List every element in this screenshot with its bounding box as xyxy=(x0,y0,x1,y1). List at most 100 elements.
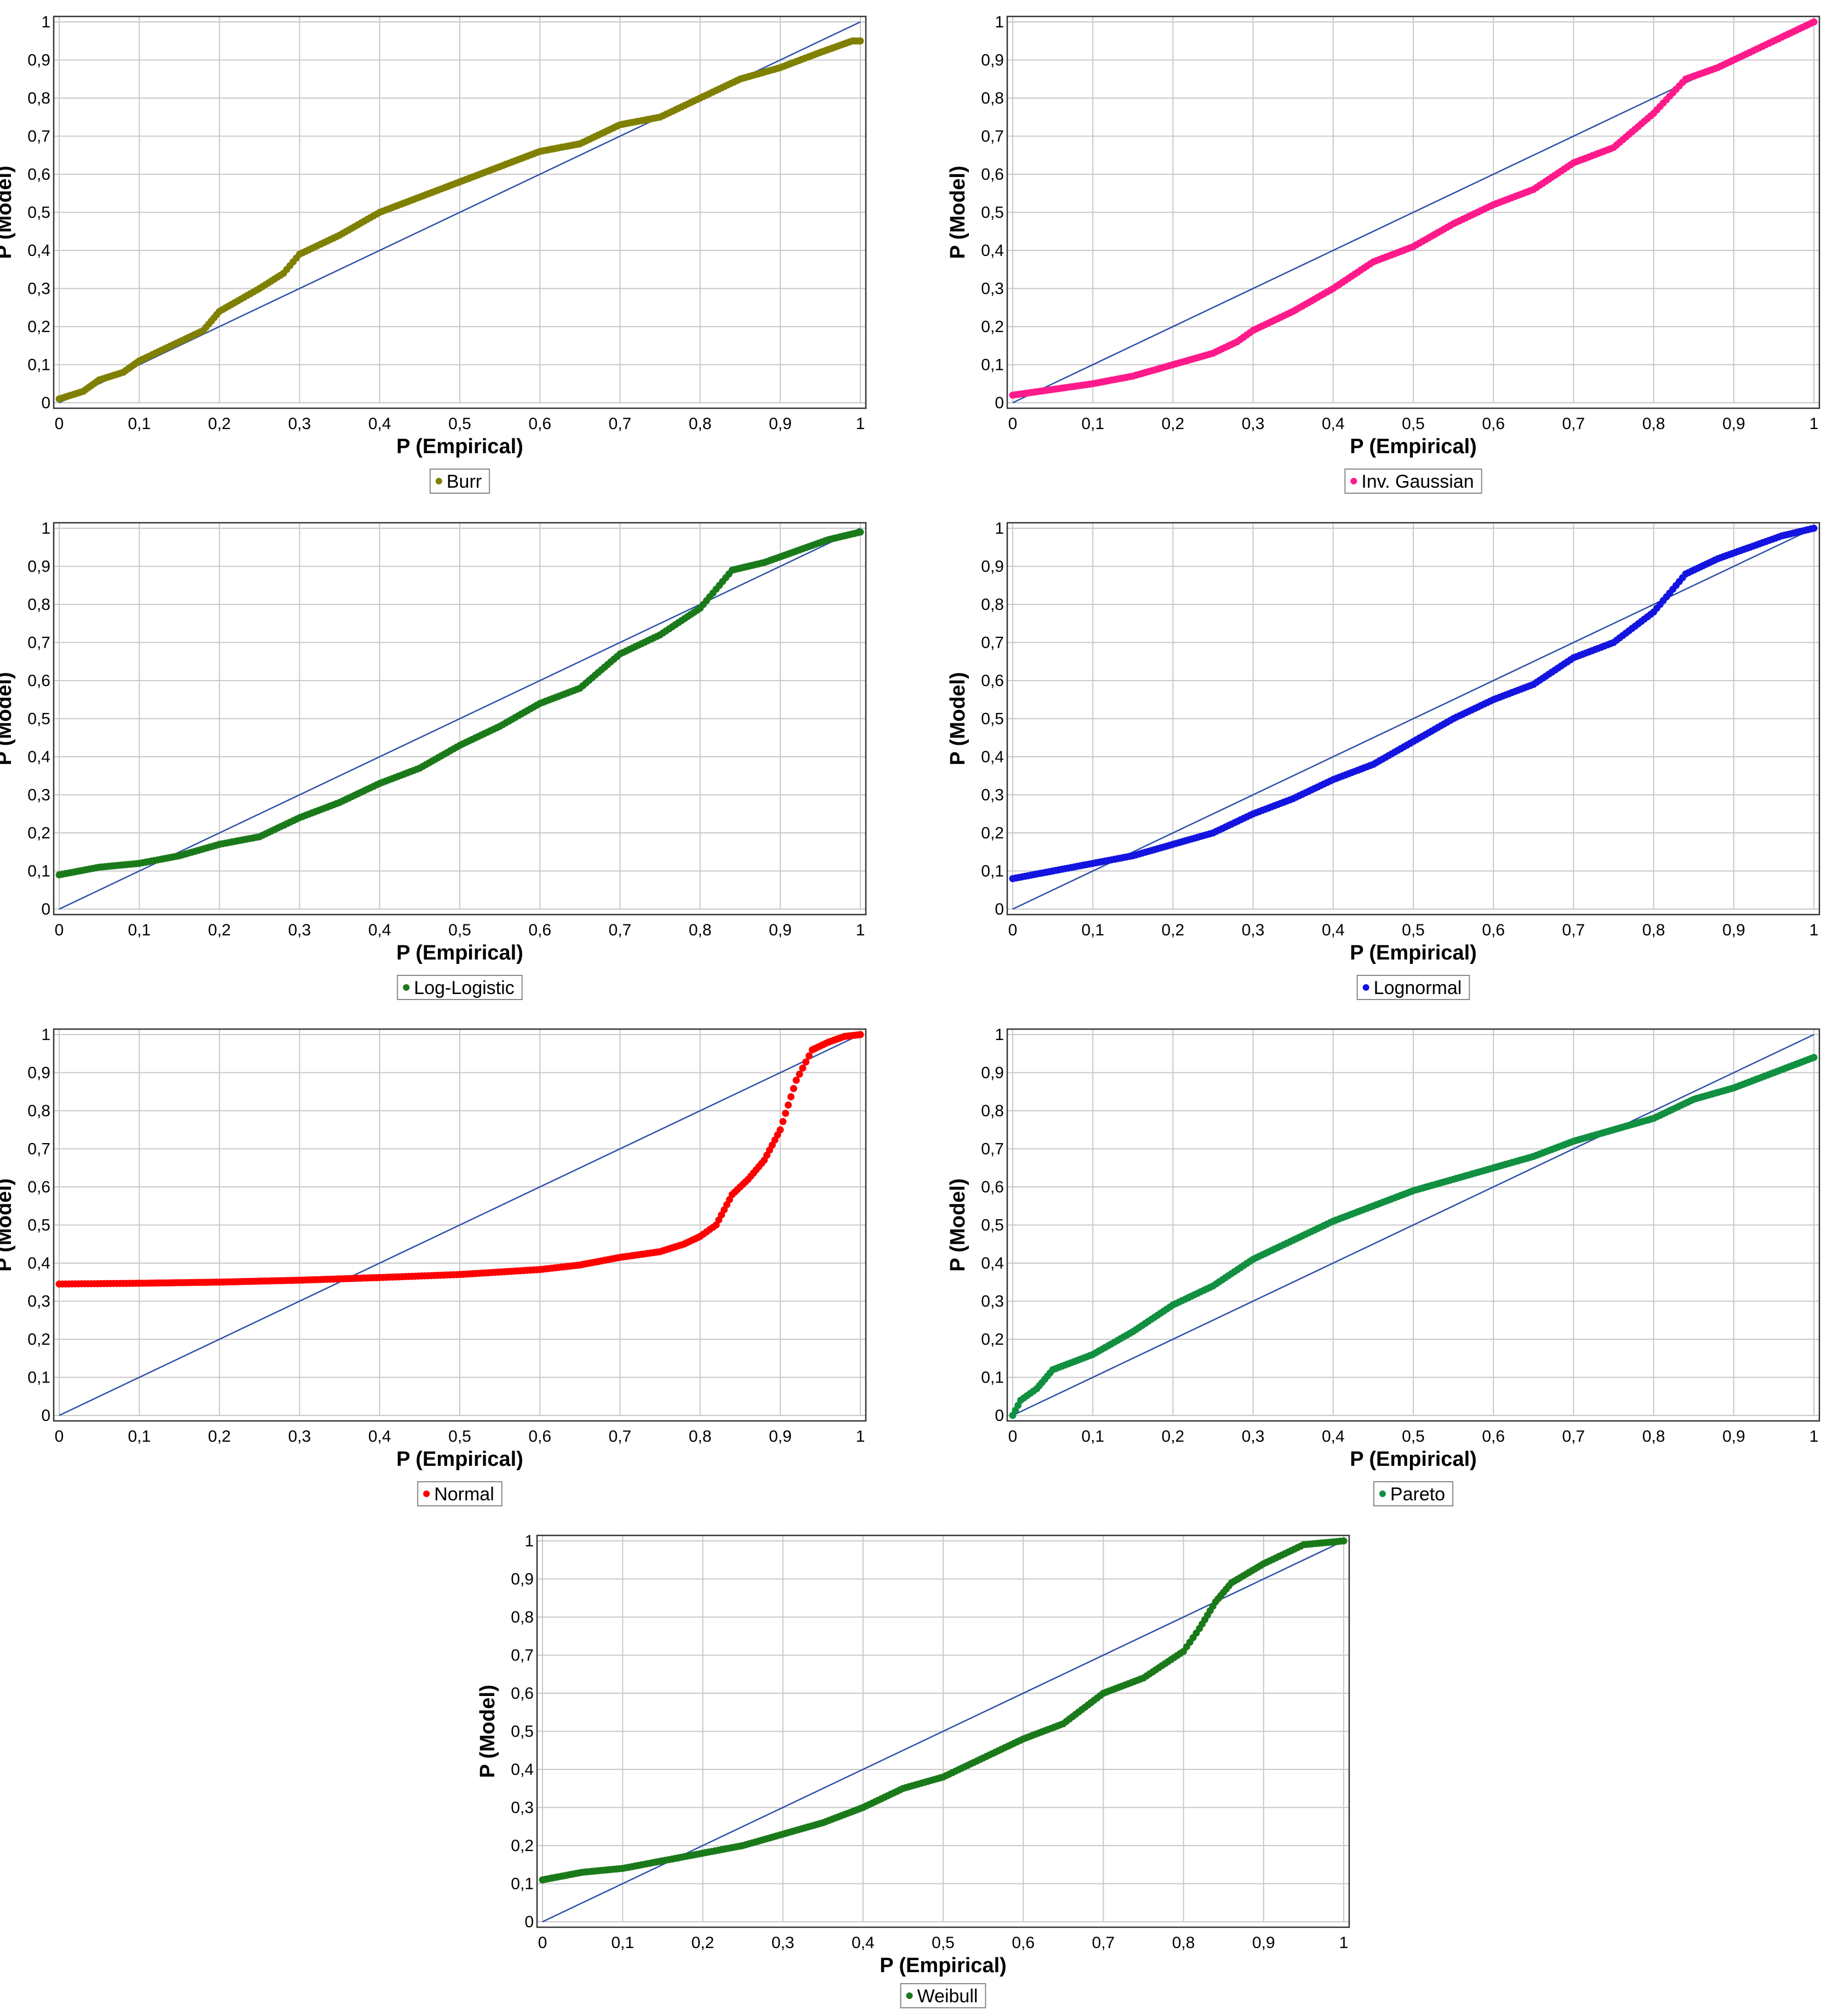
y-tick-label: 0,2 xyxy=(511,1837,534,1855)
x-axis-title: P (Empirical) xyxy=(396,941,523,964)
y-tick-label: 0,6 xyxy=(27,672,50,690)
y-tick-label: 0,5 xyxy=(27,1217,50,1235)
y-tick-label: 0,1 xyxy=(27,356,50,374)
y-tick-label: 0,3 xyxy=(981,786,1004,804)
scatter-series-log-logistic xyxy=(55,528,864,878)
legend-box xyxy=(1344,469,1482,494)
x-tick-label: 0 xyxy=(1008,921,1018,939)
x-tick-label: 1 xyxy=(1810,1427,1819,1446)
y-tick-label: 0,4 xyxy=(27,242,50,260)
x-tick-label: 0,9 xyxy=(1722,921,1745,939)
y-tick-label: 0,4 xyxy=(981,242,1004,260)
x-tick-label: 0 xyxy=(55,1427,64,1446)
y-tick-label: 0,6 xyxy=(981,672,1004,690)
data-point xyxy=(802,1058,810,1066)
x-tick-label: 1 xyxy=(856,921,865,939)
data-point xyxy=(799,1064,807,1072)
x-tick-label: 0,4 xyxy=(1322,415,1345,433)
reference-line-diagonal xyxy=(1012,1033,1814,1417)
legend-marker-icon xyxy=(1379,1490,1386,1497)
x-tick-label: 0,2 xyxy=(208,921,231,939)
data-point xyxy=(857,528,864,536)
data-point xyxy=(1810,18,1818,26)
y-tick-label: 1 xyxy=(41,519,50,538)
x-tick-label: 0,3 xyxy=(288,1427,311,1446)
y-tick-label: 0,7 xyxy=(981,1140,1004,1158)
panel-log-logistic: 00 0,1 0,1 0,2 0,2 0,3 0,3 0,4 0,4 0,5 0,5 0,6 0,6 0,… xyxy=(0,519,867,1000)
y-tick-label: 0,6 xyxy=(27,165,50,184)
data-point xyxy=(796,1070,803,1078)
y-tick-label: 0 xyxy=(995,394,1004,412)
x-tick-label: 0,1 xyxy=(611,1934,634,1952)
data-point xyxy=(792,1076,800,1084)
y-tick-label: 0,3 xyxy=(981,1293,1004,1311)
scatter-series-burr xyxy=(55,37,864,403)
scatter-series-normal xyxy=(55,1031,864,1288)
y-tick-label: 0,2 xyxy=(27,1330,50,1349)
legend-marker-icon xyxy=(1362,984,1369,991)
x-tick-label: 0,6 xyxy=(528,921,551,939)
x-tick-label: 0,6 xyxy=(1012,1934,1035,1952)
y-tick-label: 1 xyxy=(995,519,1004,538)
x-tick-label: 1 xyxy=(1810,921,1819,939)
x-tick-label: 0 xyxy=(55,921,64,939)
plot-frame xyxy=(1006,1028,1820,1422)
y-tick-label: 0,4 xyxy=(981,748,1004,766)
y-tick-label: 0 xyxy=(41,394,50,412)
x-tick-label: 0,5 xyxy=(1402,1427,1425,1446)
y-tick-label: 0 xyxy=(995,1407,1004,1425)
y-tick-label: 0,1 xyxy=(981,863,1004,881)
y-tick-label: 0,9 xyxy=(981,52,1004,70)
legend-label: Lognormal xyxy=(1374,978,1462,998)
y-tick-label: 0,3 xyxy=(27,786,50,804)
y-tick-label: 0,1 xyxy=(981,356,1004,374)
y-tick-label: 0,9 xyxy=(981,1064,1004,1082)
x-tick-label: 0,1 xyxy=(128,415,151,433)
x-tick-label: 0,8 xyxy=(1642,1427,1665,1446)
y-tick-label: 0,4 xyxy=(27,1254,50,1272)
y-tick-label: 0,1 xyxy=(511,1875,534,1893)
x-tick-label: 0,1 xyxy=(1081,415,1104,433)
x-tick-label: 0,4 xyxy=(1322,921,1345,939)
panel-burr: 00 0,1 0,1 0,2 0,2 0,3 0,3 0,4 0,4 0,5 0,5 0,6 0,6 0,… xyxy=(0,13,867,494)
plot-frame xyxy=(1006,522,1820,916)
legend-box xyxy=(417,1481,503,1506)
x-tick-label: 0,7 xyxy=(1092,1934,1115,1952)
x-axis-title: P (Empirical) xyxy=(396,435,523,458)
data-point xyxy=(790,1085,797,1092)
y-tick-label: 0,8 xyxy=(981,596,1004,614)
plot-frame xyxy=(53,522,867,916)
y-tick-label: 0,7 xyxy=(27,634,50,652)
x-axis-title: P (Empirical) xyxy=(1350,435,1477,458)
plot-frame xyxy=(1006,15,1820,409)
data-point xyxy=(857,37,864,45)
panel-normal: 00 0,1 0,1 0,2 0,2 0,3 0,3 0,4 0,4 0,5 0,5 0,6 0,6 0,… xyxy=(0,1026,867,1506)
x-tick-label: 0,6 xyxy=(1482,921,1505,939)
x-tick-label: 0,5 xyxy=(448,415,471,433)
y-axis-title: P (Model) xyxy=(0,1178,16,1271)
legend: Pareto xyxy=(1373,1481,1454,1506)
y-tick-label: 0,5 xyxy=(511,1723,534,1741)
y-tick-label: 0,1 xyxy=(27,1369,50,1387)
y-tick-label: 0 xyxy=(41,1407,50,1425)
y-tick-label: 0,3 xyxy=(27,280,50,298)
legend: Normal xyxy=(417,1481,503,1506)
x-tick-label: 1 xyxy=(856,415,865,433)
x-tick-label: 0,3 xyxy=(1242,415,1265,433)
x-tick-label: 0,4 xyxy=(852,1934,875,1952)
y-tick-label: 0,9 xyxy=(27,558,50,576)
legend-marker-icon xyxy=(435,478,442,484)
y-tick-label: 0,8 xyxy=(27,89,50,107)
y-tick-label: 0 xyxy=(995,900,1004,918)
plot-frame xyxy=(53,1028,867,1422)
x-tick-label: 1 xyxy=(1810,415,1819,433)
y-tick-label: 0,5 xyxy=(981,1217,1004,1235)
x-tick-label: 0,8 xyxy=(1172,1934,1195,1952)
legend-label: Normal xyxy=(434,1484,494,1505)
x-tick-label: 0 xyxy=(538,1934,547,1952)
y-tick-label: 0,3 xyxy=(511,1799,534,1817)
x-tick-label: 0,5 xyxy=(448,921,471,939)
x-tick-label: 0,1 xyxy=(1081,921,1104,939)
x-axis-title: P (Empirical) xyxy=(1350,941,1477,964)
